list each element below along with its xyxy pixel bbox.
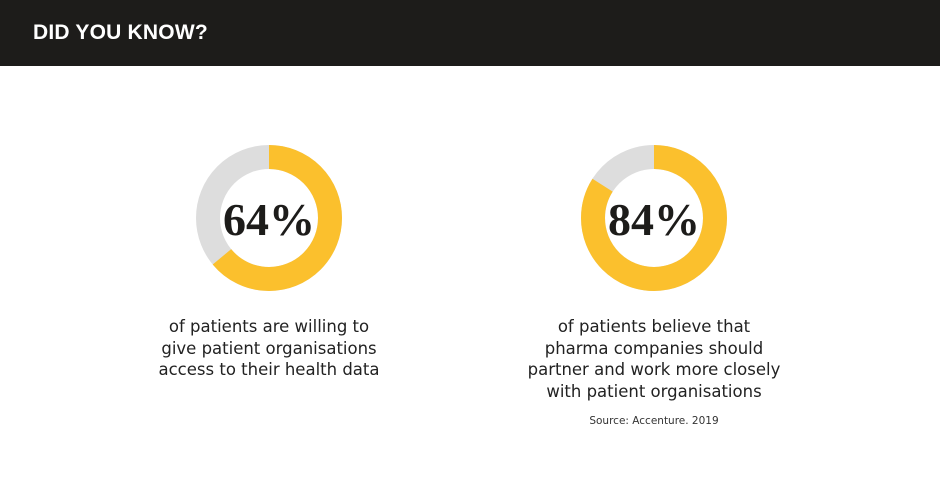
page-title: DID YOU KNOW?	[33, 21, 208, 44]
donut-chart-2: 84%	[580, 144, 728, 292]
donut-value-label: 84%	[608, 194, 700, 245]
stat-caption-1: of patients are willing to give patient …	[119, 316, 419, 381]
caption-line: of patients are willing to	[168, 317, 370, 336]
donut-chart-1: 64%	[195, 144, 343, 292]
caption-line: pharma companies should	[544, 338, 764, 358]
caption-line: of patients believe that	[557, 317, 751, 336]
caption-line: partner and work more closely	[527, 360, 781, 379]
donut-value-label: 64%	[223, 194, 315, 245]
caption-line: give patient organisations	[161, 338, 377, 358]
caption-line: access to their health data	[158, 360, 380, 379]
donut-value-arc	[196, 145, 342, 291]
source-note: Source: Accenture. 2019	[589, 415, 719, 427]
caption-line: with patient organisations	[546, 381, 762, 401]
stat-caption-2: of patients believe that pharma companie…	[504, 316, 804, 402]
header-bar: DID YOU KNOW?	[0, 0, 940, 66]
donut-value-arc	[581, 145, 727, 291]
